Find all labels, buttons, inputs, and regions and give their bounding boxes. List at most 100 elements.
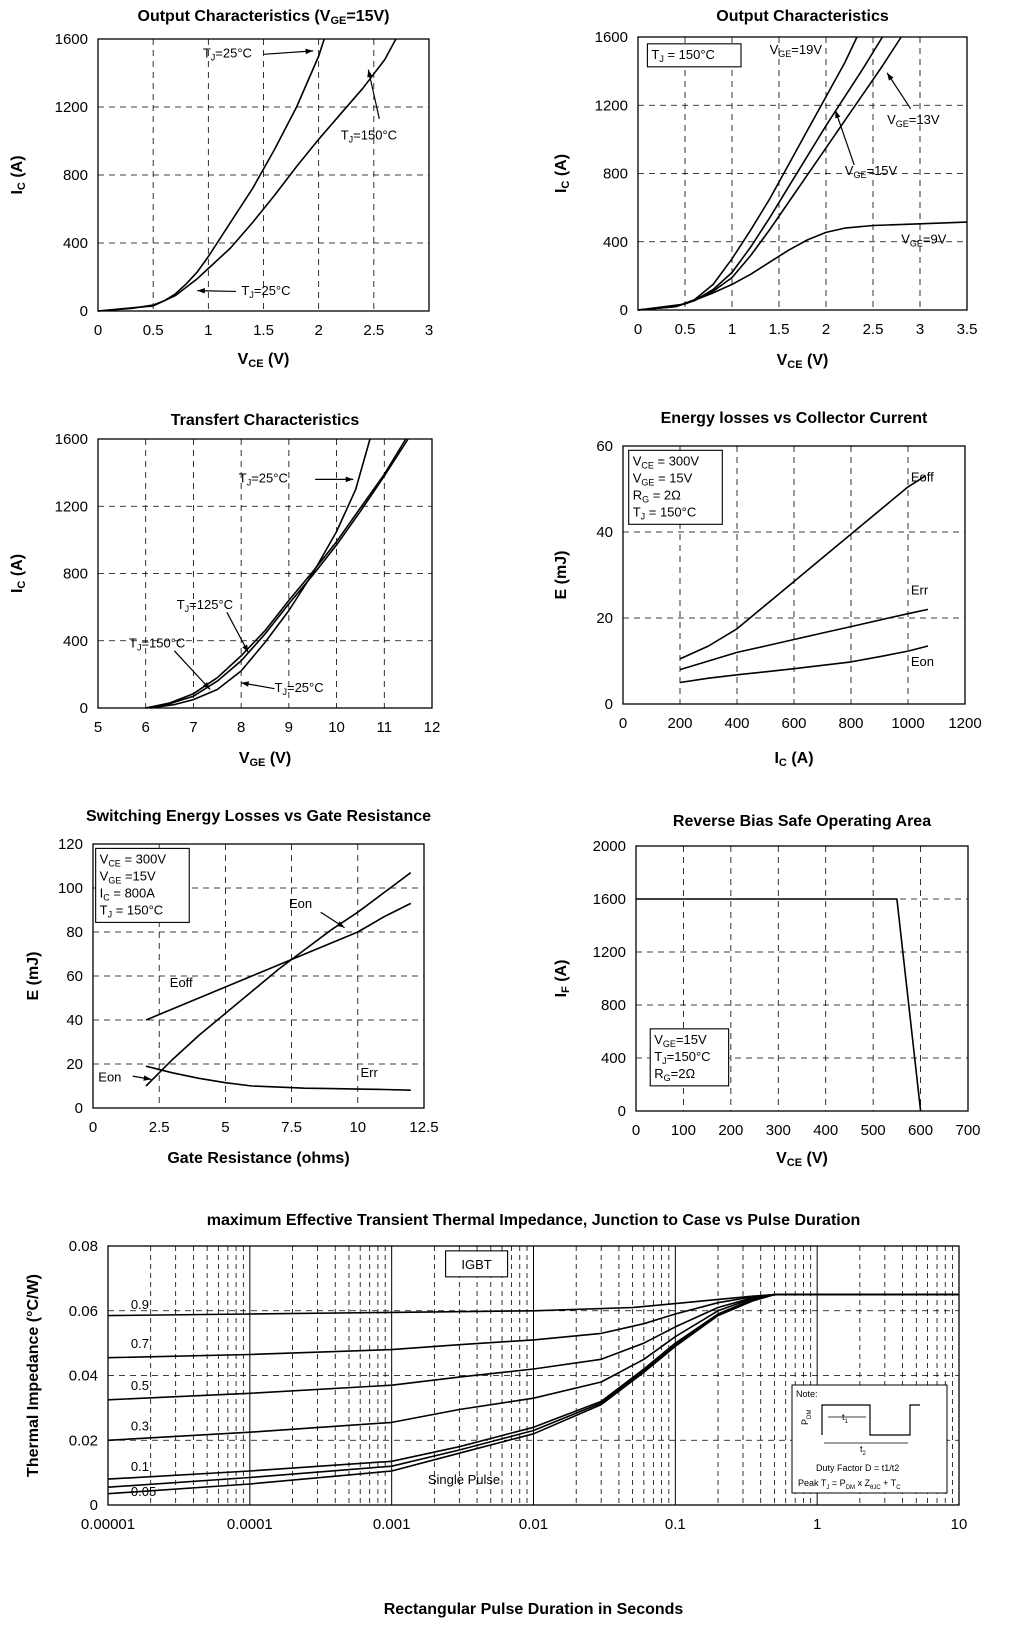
note-box <box>791 1384 948 1494</box>
annotation-label: Eon <box>289 896 312 911</box>
arrow-head <box>305 48 314 55</box>
x-tick-label: 0.5 <box>143 322 164 339</box>
x-tick-label: 500 <box>861 1122 886 1139</box>
condition-line: TJ​ = 150°C <box>651 47 715 64</box>
y-tick-label: 1200 <box>55 498 88 515</box>
x-tick-label: 5 <box>94 719 102 736</box>
annotation-label: TJ​=150°C <box>129 635 185 652</box>
x-tick-label: 0 <box>619 715 627 732</box>
condition-line: VCE​ = 300V <box>633 453 700 470</box>
x-tick-label: 400 <box>813 1122 838 1139</box>
y-axis-label: Thermal Impedance (°C/W) <box>25 1274 42 1477</box>
y-tick-label: 400 <box>603 234 628 251</box>
x-tick-label: 9 <box>285 719 293 736</box>
chart-c1: Output Characteristics (VGE​=15V) 0 0.5 1 1.… <box>9 8 433 370</box>
x-tick-label: 400 <box>724 715 749 732</box>
y-tick-label: 1600 <box>595 29 628 46</box>
note-t2: t2​ <box>860 1444 867 1457</box>
annotation-label: 0.05 <box>131 1484 156 1499</box>
y-tick-label: 800 <box>603 166 628 183</box>
x-tick-label: 10 <box>328 719 345 736</box>
x-tick-label: 300 <box>766 1122 791 1139</box>
x-tick-label: 10 <box>951 1516 968 1533</box>
x-tick-label: 1 <box>204 322 212 339</box>
condition-line: TJ​ = 150°C <box>100 902 164 919</box>
chart-c5: Switching Energy Losses vs Gate Resistan… <box>25 808 439 1167</box>
x-tick-label: 0.001 <box>373 1516 411 1533</box>
y-tick-label: 1600 <box>55 431 88 448</box>
x-tick-label: 200 <box>718 1122 743 1139</box>
plot-frame <box>92 843 425 1109</box>
annotation-label: Single Pulse <box>428 1472 500 1487</box>
series-line <box>679 645 929 684</box>
x-tick-label: 0 <box>634 321 642 338</box>
pulse-waveform <box>821 1404 920 1436</box>
condition-line: IGBT <box>461 1257 491 1272</box>
y-tick-label: 60 <box>596 438 613 455</box>
annotation-label: 0.5 <box>131 1378 149 1393</box>
x-tick-label: 0.1 <box>665 1516 686 1533</box>
x-tick-label: 1.5 <box>769 321 790 338</box>
chart-title: Output Characteristics <box>716 8 889 25</box>
annotation-label: Eon <box>911 654 934 669</box>
x-tick-label: 2.5 <box>863 321 884 338</box>
series-line <box>145 438 409 709</box>
y-tick-label: 1200 <box>595 97 628 114</box>
series-line <box>679 475 926 660</box>
y-tick-label: 2000 <box>593 838 626 855</box>
arrow-head <box>197 288 205 294</box>
y-tick-label: 0 <box>618 1103 626 1120</box>
plot-frame <box>97 38 430 312</box>
y-tick-label: 0 <box>605 696 613 713</box>
x-tick-label: 700 <box>955 1122 980 1139</box>
series-line <box>97 38 397 312</box>
note-title: Note: <box>796 1389 818 1399</box>
annotation-label: TJ​=125°C <box>177 597 233 614</box>
plot-frame <box>635 845 969 1112</box>
x-tick-label: 2.5 <box>363 322 384 339</box>
y-tick-label: 400 <box>601 1050 626 1067</box>
series-line <box>637 36 858 311</box>
y-tick-label: 0 <box>80 700 88 717</box>
x-tick-label: 0 <box>632 1122 640 1139</box>
y-axis-label: IC​ (A) <box>9 155 28 194</box>
annotation-label: VGE​=15V <box>845 163 898 180</box>
annotation-label: Eoff <box>911 470 934 485</box>
annotation-label: TJ​=25°C <box>241 283 290 300</box>
plot-frame <box>622 445 966 705</box>
y-axis-label: E (mJ) <box>25 952 42 1001</box>
x-tick-label: 12 <box>424 719 441 736</box>
series-line <box>636 898 922 1112</box>
annotation-label: TJ​=25°C <box>239 471 288 488</box>
annotation-arrow <box>263 50 314 55</box>
annotation-label: VGE​=9V <box>901 231 947 248</box>
y-tick-label: 60 <box>66 968 83 985</box>
note-peak: Peak TJ​ = PDM​ x ZθJC​ + TC​ <box>798 1478 901 1491</box>
annotation-label: VGE​=19V <box>770 42 823 59</box>
x-tick-label: 2 <box>822 321 830 338</box>
chart-title: Reverse Bias Safe Operating Area <box>673 813 931 830</box>
conditions-box <box>628 449 723 525</box>
annotation-label: 0.3 <box>131 1419 149 1434</box>
chart-title: maximum Effective Transient Thermal Impe… <box>207 1212 861 1229</box>
note-duty: Duty Factor D = t1/t2 <box>816 1463 899 1473</box>
condition-line: VGE​ =15V <box>100 868 156 885</box>
x-tick-label: 7 <box>189 719 197 736</box>
y-tick-label: 0.08 <box>69 1238 98 1255</box>
y-axis-label: IF​ (A) <box>553 960 572 998</box>
y-tick-label: 1200 <box>593 944 626 961</box>
annotation-label: Eoff <box>170 975 193 990</box>
annotation-label: Eon <box>98 1070 121 1085</box>
x-axis-label: VCE​ (V) <box>238 351 290 370</box>
condition-line: RG​=2Ω <box>654 1066 695 1083</box>
x-tick-label: 3 <box>916 321 924 338</box>
x-tick-label: 0.5 <box>675 321 696 338</box>
y-tick-label: 100 <box>58 880 83 897</box>
x-tick-label: 0.00001 <box>81 1516 135 1533</box>
y-tick-label: 80 <box>66 924 83 941</box>
chart-title: Transfert Characteristics <box>171 412 360 429</box>
condition-line: RG​ = 2Ω <box>633 487 681 504</box>
arrow-head <box>203 682 211 690</box>
chart-c3: Transfert Characteristics 5 6 7 8 9 10 11 12 0 400… <box>9 412 440 769</box>
